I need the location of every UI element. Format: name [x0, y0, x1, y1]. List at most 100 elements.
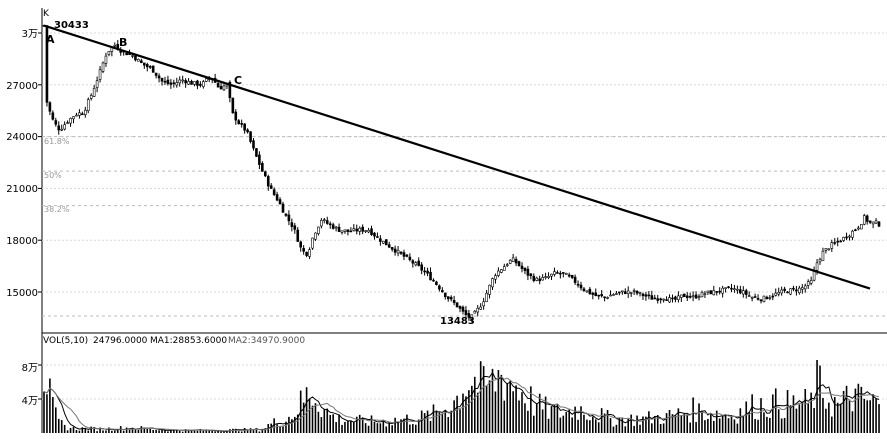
candle-body [48, 102, 52, 112]
candle-body [331, 224, 335, 229]
candle-body [677, 295, 680, 300]
candle-body [721, 287, 724, 294]
volume-bar [140, 426, 143, 433]
candle-body [140, 60, 143, 63]
volume-bar [462, 393, 464, 433]
candle-body [830, 242, 834, 249]
candle-body [125, 52, 128, 56]
candle-body [246, 129, 249, 133]
candle-body [95, 80, 99, 88]
candle-body [107, 51, 111, 55]
volume-bar [842, 390, 845, 433]
candle-body [656, 298, 660, 301]
volume-bar [96, 431, 98, 433]
candle-body [739, 289, 742, 294]
candle-body [384, 239, 388, 246]
volume-bar [485, 385, 488, 433]
candle-body [423, 270, 426, 273]
volume-bar [134, 429, 137, 433]
candle-body [328, 223, 332, 226]
candle-body [382, 240, 385, 244]
volume-bar [202, 430, 205, 433]
volume-bar [777, 409, 780, 433]
candle-body [370, 228, 373, 235]
candle-body [868, 220, 872, 223]
volume-bar [108, 427, 110, 433]
candle-body [157, 75, 161, 79]
volume-bar [828, 402, 830, 433]
candle-body [833, 242, 837, 244]
candle-body [644, 294, 648, 297]
volume-bar [63, 424, 66, 433]
candle-body [443, 292, 447, 297]
volume-bar [766, 416, 768, 433]
volume-bar [872, 393, 874, 433]
candle-body [426, 270, 429, 274]
candle-body [792, 287, 795, 290]
volume-bar [161, 429, 163, 433]
candle-body [355, 228, 359, 232]
candle-body [845, 236, 848, 239]
volume-bar [721, 414, 724, 433]
candle-body [160, 77, 164, 82]
candle-body [281, 203, 285, 213]
volume-bar [282, 426, 284, 433]
candle-body [411, 260, 415, 264]
candle-body [591, 292, 595, 295]
volume-bar [562, 415, 565, 433]
candle-body [621, 290, 624, 293]
candle-body [750, 296, 754, 299]
candle-body [694, 294, 698, 299]
candle-body [66, 122, 69, 124]
candle-body [795, 289, 798, 292]
volume-bar [600, 408, 603, 433]
candle-body [727, 286, 730, 289]
candle-body [562, 272, 565, 274]
candle-body [585, 290, 589, 293]
candle-body [529, 273, 533, 276]
volume-bar [276, 424, 278, 433]
volume-bar [698, 403, 700, 433]
candle-body [216, 83, 220, 88]
candle-body [821, 250, 825, 261]
candle-body [709, 290, 713, 295]
candle-body [441, 290, 444, 293]
candle-body [494, 275, 497, 280]
candle-body [343, 229, 347, 232]
candle-body [688, 296, 692, 298]
candle-body [364, 230, 367, 232]
candle-body [665, 299, 668, 301]
volume-bar [733, 419, 736, 433]
volume-bar [205, 429, 208, 433]
volume-bar [780, 418, 783, 433]
volume-bar [544, 396, 547, 433]
volume-bar [116, 429, 119, 433]
volume-bar [305, 387, 308, 433]
candle-body [854, 229, 857, 232]
candle-body [51, 112, 55, 120]
volume-bar [214, 431, 216, 433]
candle-body [346, 229, 350, 232]
volume-bar [671, 414, 674, 433]
candle-body [317, 226, 320, 234]
candle-body [848, 235, 851, 238]
candle-body [137, 59, 140, 62]
volume-bar [72, 426, 75, 433]
volume-bar [530, 386, 532, 433]
volume-bar [344, 421, 346, 433]
volume-bar [456, 395, 458, 433]
candle-body [862, 215, 866, 225]
volume-bar [836, 402, 839, 433]
candle-body [573, 276, 577, 283]
candle-body [252, 140, 255, 149]
candle-body [553, 271, 556, 275]
candle-body [535, 277, 539, 281]
volume-bar [668, 409, 671, 433]
fib-level-50: 50% [44, 171, 62, 180]
candle-body [668, 297, 671, 303]
volume-bar [497, 370, 500, 433]
volume-bar [878, 404, 880, 433]
candle-body [86, 99, 90, 112]
candle-body [491, 278, 494, 288]
volume-bar [642, 416, 644, 433]
